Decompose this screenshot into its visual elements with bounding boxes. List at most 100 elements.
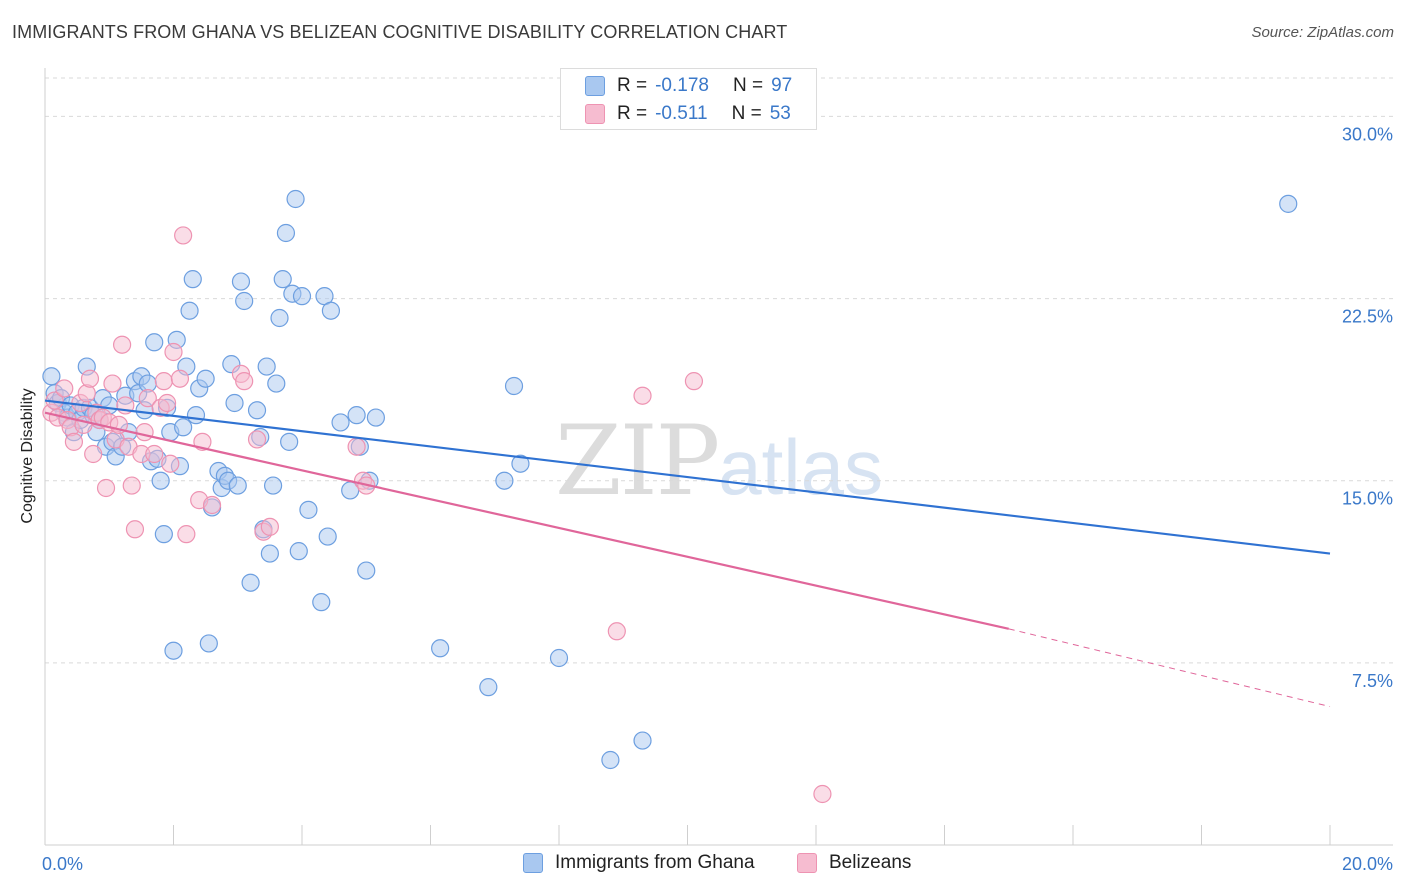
y-tick-label: 15.0%: [1342, 489, 1393, 509]
belize-point: [235, 372, 254, 391]
ghana-point: [366, 408, 385, 427]
legend-row-ghana: R = -0.178 N = 97: [585, 73, 792, 99]
ghana-point: [145, 333, 164, 352]
ghana-point: [174, 418, 193, 437]
ghana-point: [318, 527, 337, 546]
ghana-point: [151, 471, 170, 490]
series-legend: Immigrants from Ghana Belizeans: [0, 852, 1406, 878]
ghana-point: [42, 367, 61, 386]
watermark: ZIPatlas: [555, 405, 883, 517]
ghana-point: [270, 308, 289, 328]
source-label: Source: ZipAtlas.com: [1251, 24, 1394, 41]
belize-point: [122, 476, 141, 495]
belize-point: [154, 372, 173, 391]
legend-swatch-ghana: [523, 853, 543, 873]
ghana-point: [235, 291, 254, 311]
belize-point: [55, 379, 74, 398]
belize-point: [96, 478, 116, 498]
stats-legend: R = -0.178 N = 97 R = -0.511 N = 53: [560, 68, 817, 130]
belize-point: [135, 423, 154, 442]
belize-point: [260, 517, 279, 536]
ghana-point: [257, 357, 276, 376]
ghana-point: [292, 287, 312, 306]
belize-point: [125, 520, 145, 539]
belize-point: [202, 495, 222, 515]
ghana-point: [180, 301, 199, 320]
ghana-point: [479, 678, 498, 697]
ghana-point: [331, 413, 350, 432]
belize-point: [177, 525, 196, 544]
legend-r-value: -0.511: [655, 103, 708, 124]
x-tick-label: 20.0%: [1342, 854, 1393, 874]
belize-point: [145, 444, 164, 464]
ghana-point: [289, 542, 308, 561]
ghana-point: [511, 454, 530, 473]
legend-row-belize: R = -0.511 N = 53: [585, 101, 791, 127]
ghana-point: [312, 593, 331, 612]
legend-label-ghana: Immigrants from Ghana: [555, 852, 755, 873]
chart-title: IMMIGRANTS FROM GHANA VS BELIZEAN COGNIT…: [12, 22, 788, 42]
belize-point: [112, 335, 132, 354]
belize-point: [161, 454, 180, 473]
ghana-point: [431, 639, 450, 658]
legend-r-label: R =: [617, 103, 648, 124]
belize-point: [84, 444, 103, 464]
belize-point: [174, 226, 193, 245]
ghana-point: [321, 301, 341, 320]
belize-point: [103, 374, 122, 393]
ghana-point: [276, 223, 296, 243]
watermark-zip: ZIP: [555, 405, 720, 517]
ghana-point: [286, 189, 305, 209]
ghana-point: [228, 476, 247, 495]
legend-r-label: R =: [617, 75, 648, 96]
belize-point: [164, 342, 183, 362]
ghana-point: [347, 406, 366, 425]
ghana-point: [183, 270, 202, 289]
legend-label-belize: Belizeans: [829, 852, 912, 873]
ghana-point: [280, 432, 299, 451]
ghana-point: [164, 641, 183, 660]
legend-item-belize: Belizeans: [797, 852, 911, 874]
legend-swatch-belize: [585, 104, 605, 124]
belize-trendline: [44, 411, 1009, 630]
ghana-point: [154, 525, 173, 544]
legend-item-ghana: Immigrants from Ghana: [523, 852, 755, 874]
ghana-point: [601, 750, 620, 770]
belize-point: [64, 432, 84, 451]
belize-point: [247, 430, 267, 449]
ghana-point: [633, 731, 652, 750]
legend-n-label: N =: [731, 103, 762, 124]
x-tick-label: 0.0%: [42, 854, 83, 874]
ghana-point: [186, 406, 206, 425]
legend-swatch-belize: [797, 853, 817, 873]
ghana-point: [549, 648, 569, 668]
belize-point: [684, 372, 704, 391]
ghana-point: [241, 573, 260, 592]
ghana-point: [273, 270, 292, 289]
ghana-point: [504, 376, 524, 396]
belize-trendline-extension: [1008, 628, 1331, 708]
belize-point: [813, 784, 832, 804]
belize-point: [633, 386, 652, 405]
ghana-point: [495, 471, 514, 490]
legend-swatch-ghana: [585, 76, 605, 96]
ghana-point: [231, 272, 251, 291]
ghana-point: [299, 500, 318, 519]
ghana-point: [260, 544, 279, 563]
belize-point: [157, 393, 177, 413]
ghana-point: [1279, 194, 1298, 213]
belize-point: [138, 389, 157, 408]
ghana-point: [199, 634, 218, 653]
ghana-point: [267, 374, 286, 393]
ghana-point: [263, 476, 283, 495]
belize-point: [607, 622, 626, 641]
y-tick-label: 22.5%: [1342, 307, 1393, 327]
belize-point: [347, 437, 366, 456]
ghana-point: [357, 561, 376, 580]
ghana-point: [247, 401, 267, 420]
legend-n-label: N =: [732, 75, 764, 96]
y-tick-label: 30.0%: [1342, 124, 1393, 144]
ghana-trendline: [44, 399, 1331, 555]
y-tick-label: 7.5%: [1352, 671, 1393, 691]
